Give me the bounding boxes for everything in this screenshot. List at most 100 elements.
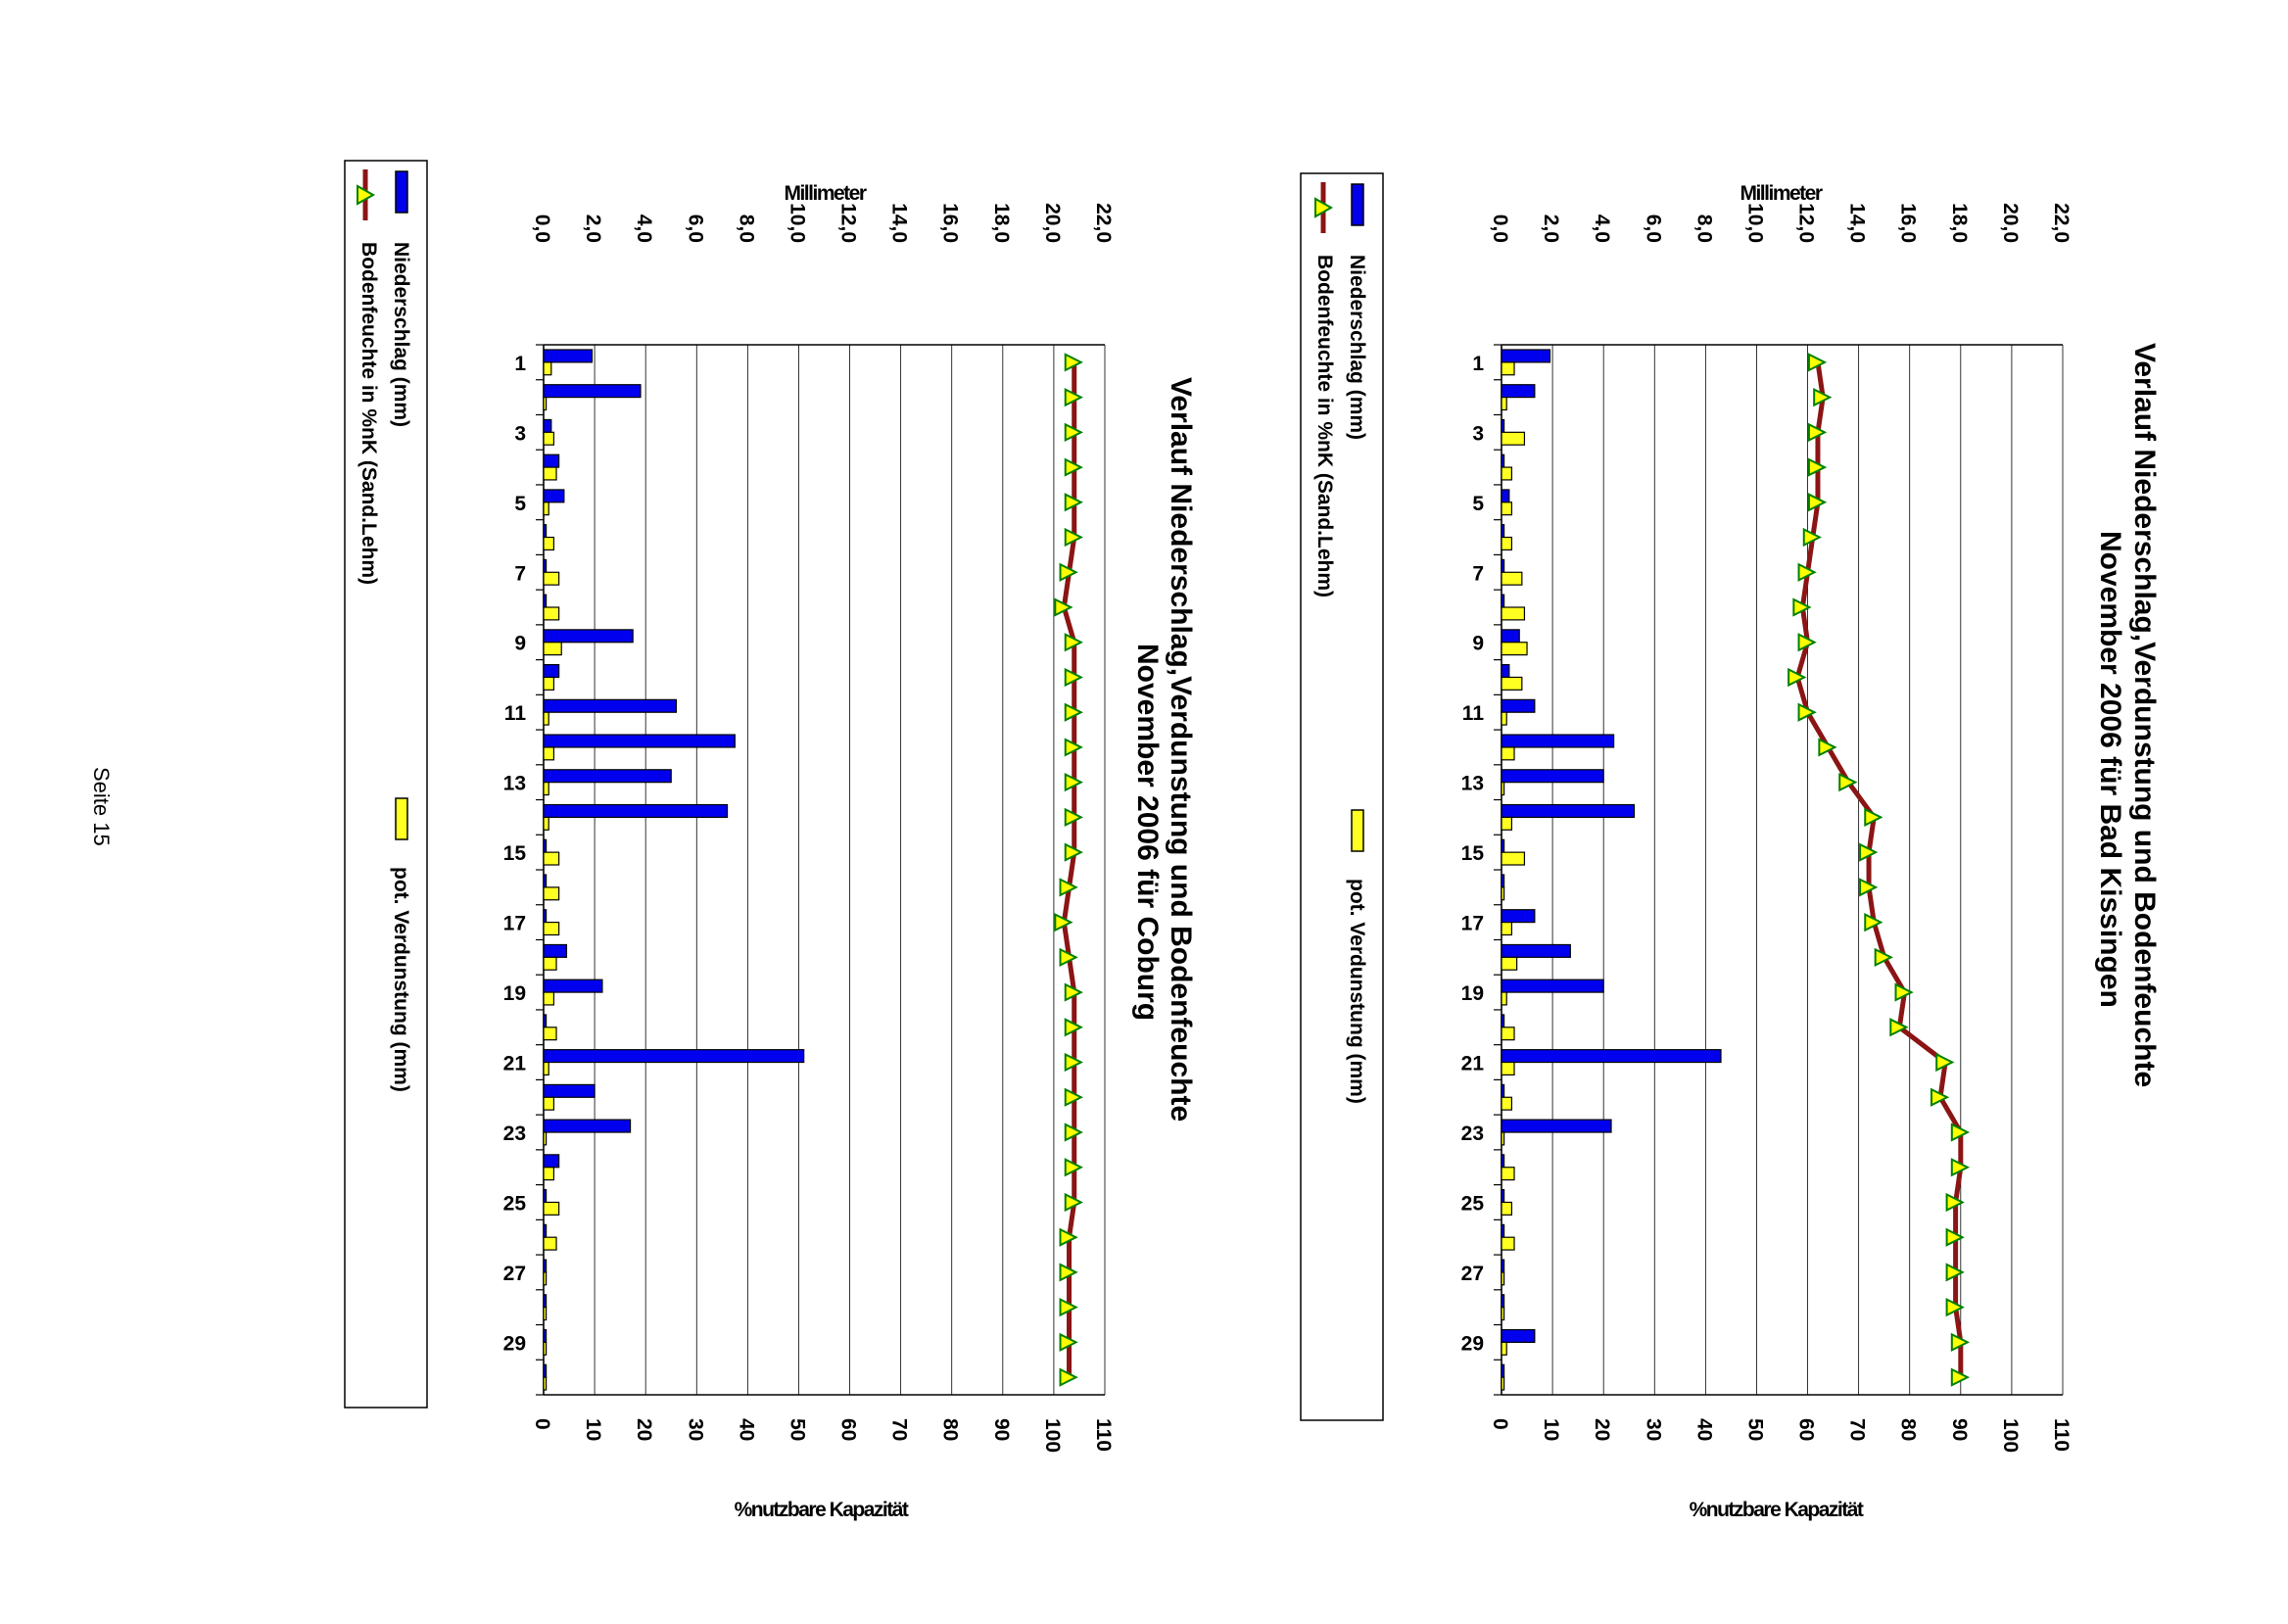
day-label: 25 (1461, 1192, 1485, 1215)
bodenfeuchte-point (1945, 1298, 1965, 1317)
bodenfeuchte-point (1894, 982, 1914, 1002)
legend-label-niederschlag: Niederschlag (mm) (390, 242, 412, 427)
percent-tick-labels: 0 10 20 30 40 50 60 70 80 90 100 110 (531, 1418, 1115, 1453)
niederschlag-bar (543, 1294, 548, 1309)
day-label: 9 (1472, 633, 1484, 655)
day-label: 3 (514, 422, 526, 445)
bodenfeuchte-point (1059, 947, 1078, 967)
bodenfeuchte-point (1945, 1227, 1965, 1247)
verdunstung-bar (543, 746, 555, 761)
verdunstung-bar (1501, 1201, 1513, 1216)
bodenfeuchte-point (1807, 493, 1828, 512)
bodenfeuchte-point (1064, 422, 1083, 442)
niederschlag-bar (1501, 524, 1505, 539)
verdunstung-bar (543, 921, 560, 936)
legend-swatch-niederschlag (395, 170, 408, 214)
bodenfeuchte-point (1064, 667, 1083, 688)
bodenfeuchte-point (1054, 597, 1073, 617)
verdunstung-bar (1501, 502, 1513, 516)
bodenfeuchte-point (1064, 1122, 1083, 1142)
niederschlag-bar (543, 1119, 632, 1133)
day-label: 13 (503, 773, 526, 795)
bodenfeuchte-point (1064, 1018, 1083, 1037)
day-label: 23 (503, 1122, 526, 1145)
bodenfeuchte-point (1064, 738, 1083, 757)
bodenfeuchte-point (1064, 1087, 1083, 1107)
verdunstung-bar (1501, 1061, 1515, 1075)
legend-label-verdunstung: pot. Verdunstung (mm) (1346, 879, 1368, 1104)
niederschlag-bar (1501, 664, 1510, 679)
bar-series (1501, 349, 1722, 1391)
legend-label-niederschlag: Niederschlag (mm) (1346, 255, 1368, 440)
millimeter-tick-label: 2,0 (1540, 215, 1562, 243)
bodenfeuchte-point (1059, 1332, 1078, 1353)
verdunstung-bar (543, 851, 560, 866)
day-label: 29 (1461, 1332, 1484, 1355)
bodenfeuchte-point (1059, 878, 1078, 897)
millimeter-tick-label: 22,0 (1092, 203, 1115, 243)
percent-tick-label: 60 (837, 1418, 860, 1441)
day-label: 27 (503, 1263, 526, 1285)
day-label: 5 (1472, 493, 1484, 515)
millimeter-axis-label: Millimeter (1740, 182, 1822, 205)
millimeter-tick-label: 4,0 (633, 215, 655, 243)
niederschlag-bar (1501, 349, 1551, 363)
niederschlag-bar (1501, 558, 1505, 573)
bodenfeuchte-point (1059, 562, 1078, 582)
legend: Niederschlag (mm) Bodenfeuchte in %nK (S… (1300, 172, 1384, 1421)
verdunstung-bar (1501, 676, 1523, 691)
millimeter-tick-label: 2,0 (582, 215, 604, 243)
millimeter-tick-label: 20,0 (1041, 203, 1064, 243)
day-label: 29 (503, 1332, 526, 1355)
niederschlag-bar (1501, 384, 1536, 399)
verdunstung-bar (1501, 1236, 1515, 1251)
percent-tick-label: 20 (1591, 1418, 1613, 1441)
legend-frame (1300, 172, 1384, 1421)
day-label: 9 (514, 633, 526, 655)
millimeter-tick-label: 20,0 (1999, 203, 2022, 243)
day-label: 19 (1461, 982, 1484, 1005)
verdunstung-bar (1501, 466, 1513, 481)
bodenfeuchte-point (1935, 1052, 1955, 1073)
bodenfeuchte-point (1930, 1087, 1950, 1107)
millimeter-tick-label: 10,0 (1743, 203, 1766, 243)
niederschlag-bar (543, 1328, 548, 1344)
verdunstung-bar (1501, 921, 1513, 936)
bodenfeuchte-point (1807, 457, 1828, 477)
niederschlag-bar (543, 943, 568, 958)
bodenfeuchte-point (1788, 667, 1807, 688)
plot-area-gridlines (1494, 344, 2064, 1396)
niederschlag-bar (543, 454, 560, 468)
percent-tick-label: 40 (1692, 1418, 1715, 1441)
niederschlag-bar (543, 1049, 805, 1064)
niederschlag-bar (1501, 1294, 1505, 1309)
day-label: 25 (503, 1192, 527, 1215)
verdunstung-bar (1501, 431, 1526, 446)
bodenfeuchte-point (1064, 1052, 1083, 1073)
niederschlag-bar (543, 1189, 548, 1204)
millimeter-tick-label: 6,0 (684, 215, 706, 243)
bodenfeuchte-point (1945, 1192, 1965, 1213)
verdunstung-bar (543, 1131, 548, 1146)
niederschlag-bar (1501, 489, 1510, 503)
verdunstung-bar (1501, 1376, 1505, 1391)
millimeter-tick-label: 0,0 (531, 215, 553, 243)
percent-tick-label: 0 (531, 1418, 553, 1430)
niederschlag-bar (543, 838, 548, 853)
verdunstung-bar (543, 502, 549, 516)
bodenfeuchte-point (1059, 1298, 1078, 1317)
legend-label-bodenfeuchte: Bodenfeuchte in %nK (Sand.Lehm) (358, 242, 380, 585)
chart-bad-kissingen: Verlauf Niederschlag,Verdunstung und Bod… (1300, 172, 2161, 1521)
day-label: 21 (1461, 1053, 1485, 1075)
verdunstung-bar (1501, 956, 1518, 971)
niederschlag-bar (1501, 1154, 1505, 1169)
percent-axis-label: %nutzbare Kapazität (1690, 1499, 1864, 1521)
niederschlag-bar (543, 384, 642, 399)
niederschlag-bar (543, 524, 548, 539)
verdunstung-bar (543, 1271, 548, 1286)
verdunstung-bar (543, 676, 555, 691)
niederschlag-bar (543, 629, 634, 644)
verdunstung-bar (1501, 816, 1513, 831)
percent-tick-label: 90 (990, 1418, 1013, 1441)
niederschlag-bar (1501, 629, 1520, 644)
